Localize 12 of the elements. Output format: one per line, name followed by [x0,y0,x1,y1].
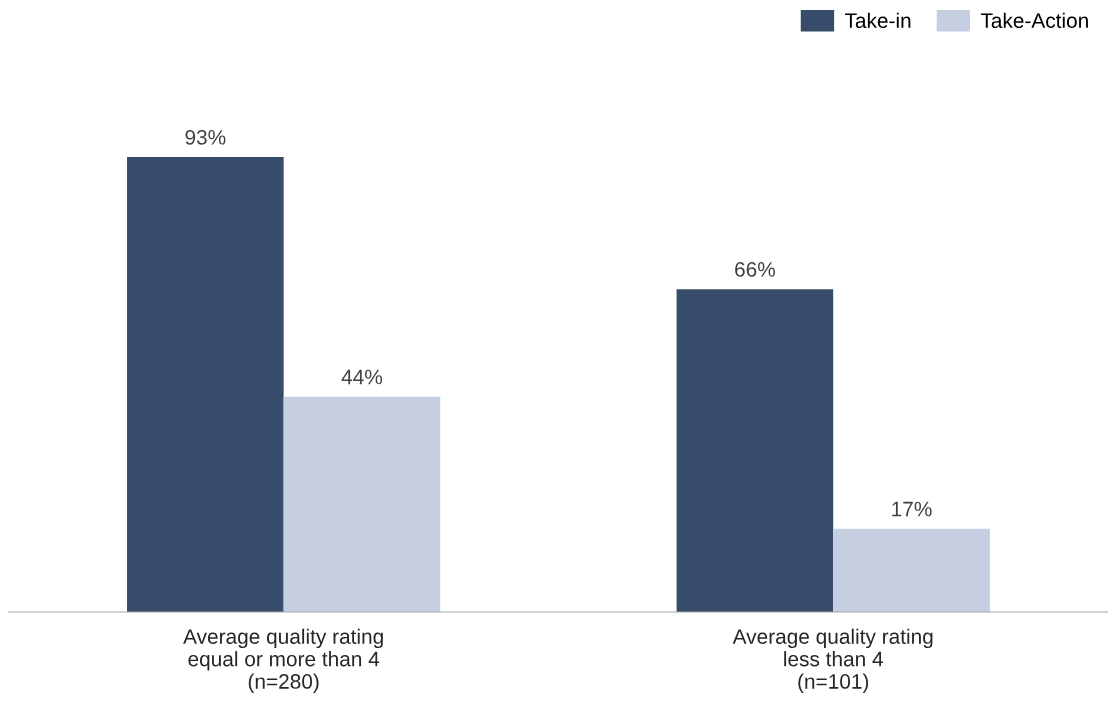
x-tick-label: Average quality rating equal or more than 4 (n=280) [183,628,383,693]
data-label: 17% [892,501,932,517]
legend-label: Take-in [844,12,911,29]
data-label: 66% [735,261,776,277]
bar [833,528,990,612]
bar [127,157,284,612]
data-label: 93% [185,129,226,145]
data-label: 44% [341,369,383,385]
legend-label: Take-Action [980,12,1088,29]
x-tick-label: Average quality rating less than 4 (n=101) [732,628,933,693]
bar [676,289,834,612]
bar [283,396,441,612]
